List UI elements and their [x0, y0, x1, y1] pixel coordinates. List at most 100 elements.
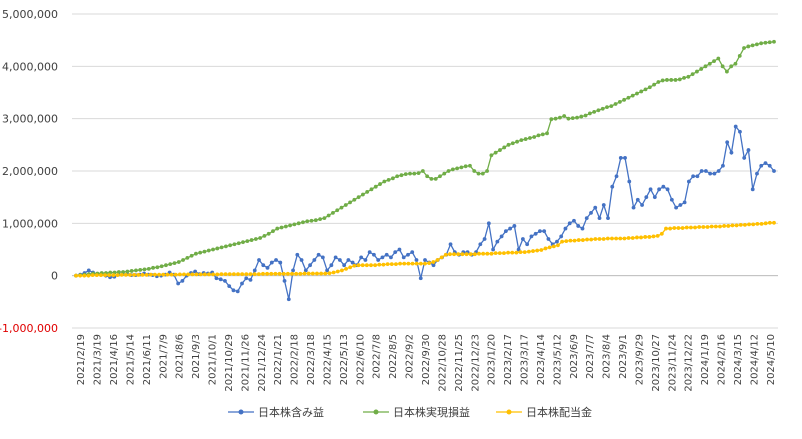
data-point: [344, 266, 348, 271]
data-point: [343, 203, 348, 207]
data-point: [142, 267, 147, 272]
data-point: [718, 224, 722, 229]
data-point: [136, 272, 141, 277]
data-point: [583, 113, 588, 118]
data-point: [223, 272, 228, 276]
data-point: [423, 258, 427, 262]
y-tick-label: 1,000,000: [2, 217, 58, 230]
data-point: [74, 273, 78, 278]
data-point: [763, 161, 768, 166]
data-point: [333, 255, 338, 260]
data-point: [606, 216, 610, 221]
data-point: [194, 272, 199, 277]
legend-label: 日本株含み益: [258, 405, 324, 419]
x-tick-label: 2022/9/2: [405, 334, 416, 379]
data-point: [772, 220, 776, 225]
data-point: [549, 117, 554, 122]
data-point: [480, 171, 485, 176]
data-point: [626, 95, 631, 100]
data-point: [316, 252, 321, 257]
data-point: [319, 271, 324, 276]
x-tick-label: 2021/3/19: [93, 334, 104, 385]
data-point: [299, 258, 304, 262]
data-point: [325, 268, 330, 273]
data-point: [329, 263, 334, 268]
data-point: [665, 187, 670, 192]
data-point: [232, 242, 237, 247]
data-point: [402, 261, 407, 266]
data-point: [690, 72, 695, 77]
data-point: [356, 263, 361, 268]
data-point: [309, 218, 314, 223]
data-point: [563, 226, 568, 231]
data-point: [506, 142, 511, 147]
x-tick-label: 2021/2/19: [76, 334, 87, 385]
data-point: [215, 272, 220, 277]
data-point: [673, 78, 678, 82]
x-tick-label: 2021/10/29: [224, 334, 235, 392]
data-point: [589, 237, 594, 242]
data-point: [592, 109, 597, 114]
data-point: [121, 270, 125, 274]
data-point: [651, 234, 656, 239]
data-point: [652, 195, 657, 200]
data-point: [335, 208, 340, 213]
data-point: [716, 56, 721, 61]
y-tick-label: 5,000,000: [2, 8, 58, 21]
data-point: [614, 236, 619, 241]
data-point: [327, 271, 332, 276]
data-point: [258, 236, 263, 240]
x-tick-label: 2022/5/13: [339, 334, 350, 385]
data-point: [630, 93, 635, 98]
data-point: [211, 247, 215, 252]
data-point: [497, 251, 502, 256]
data-point: [493, 150, 498, 155]
data-point: [709, 224, 714, 229]
data-point: [452, 252, 456, 257]
data-point: [659, 231, 664, 236]
data-point: [600, 106, 605, 111]
data-point: [617, 100, 622, 104]
x-tick-label: 2022/7/8: [372, 334, 383, 379]
data-point: [323, 271, 328, 276]
data-point: [218, 277, 223, 282]
data-point: [725, 69, 729, 74]
data-point: [408, 171, 412, 176]
data-point: [722, 224, 727, 228]
x-tick-label: 2023/7/7: [585, 334, 596, 379]
x-tick-label: 2023/10/27: [651, 334, 662, 392]
data-point: [202, 249, 207, 254]
data-point: [248, 272, 253, 276]
data-point: [288, 223, 293, 228]
data-point: [535, 248, 540, 253]
data-point: [416, 171, 421, 175]
x-tick-label: 2024/3/15: [733, 334, 744, 385]
data-point: [176, 260, 181, 264]
data-point: [322, 216, 327, 221]
data-point: [395, 174, 400, 179]
data-point: [677, 77, 682, 82]
data-point: [378, 182, 382, 186]
x-tick-label: 2021/5/14: [125, 334, 136, 385]
data-point: [701, 225, 706, 229]
data-point: [518, 250, 523, 255]
data-point: [168, 262, 173, 267]
data-point: [472, 169, 477, 173]
data-point: [514, 250, 519, 255]
data-point: [448, 252, 452, 257]
data-point: [747, 222, 751, 227]
data-point: [486, 221, 491, 226]
data-point: [630, 236, 635, 240]
data-point: [729, 64, 734, 69]
x-tick-label: 2023/9/1: [618, 334, 629, 379]
data-point: [559, 234, 564, 239]
data-point: [705, 225, 710, 229]
data-point: [274, 258, 278, 262]
data-point: [231, 272, 236, 276]
data-point: [219, 272, 224, 276]
data-point: [240, 272, 245, 276]
data-point: [266, 231, 271, 236]
data-point: [435, 258, 440, 262]
data-point: [148, 272, 153, 277]
